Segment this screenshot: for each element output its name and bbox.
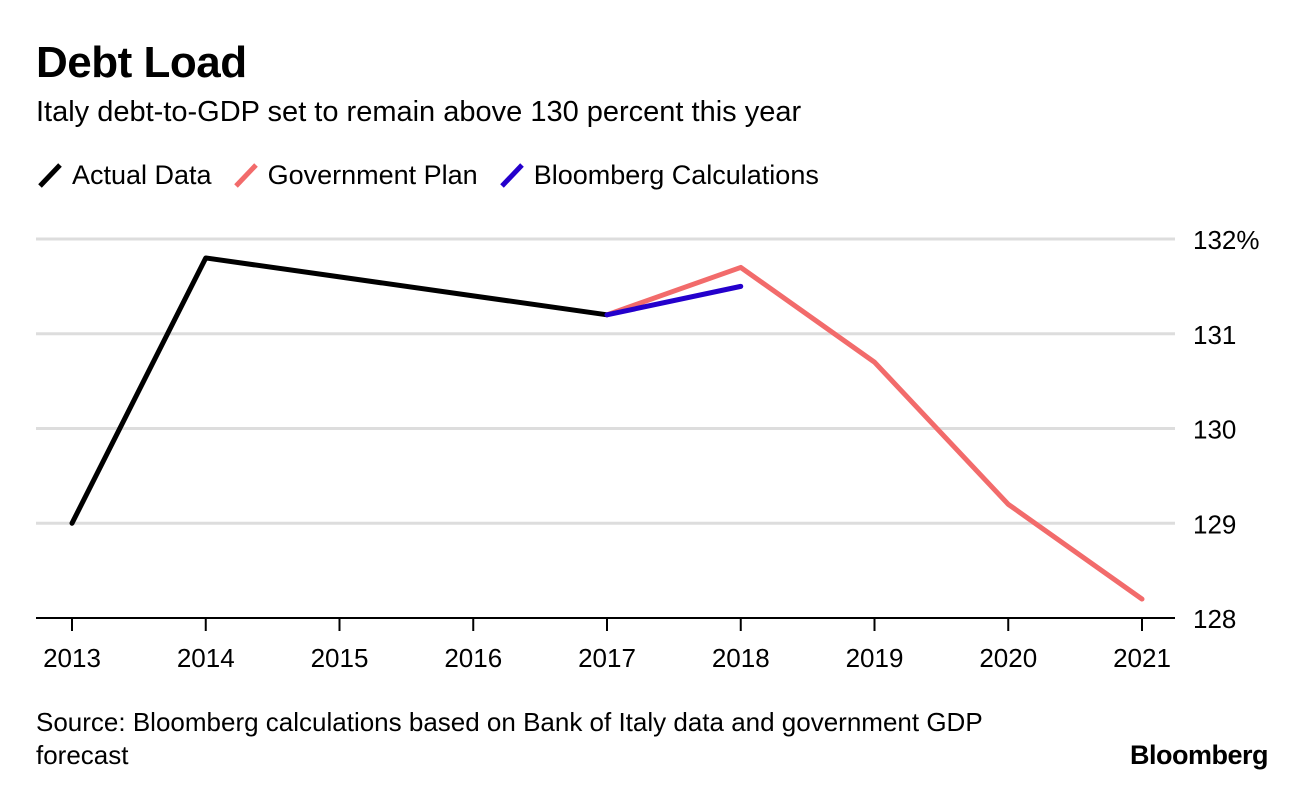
y-tick-label-130: 130: [1193, 415, 1236, 445]
chart-title: Debt Load: [36, 38, 247, 87]
series-line-bloomberg-calculations: [604, 283, 744, 318]
y-tick-label-129: 129: [1193, 509, 1236, 539]
series-lines: [69, 255, 1145, 602]
x-tick-label-2018: 2018: [712, 643, 770, 673]
x-tick-label-2013: 2013: [43, 643, 101, 673]
y-tick-label-132: 132%: [1193, 225, 1260, 255]
source-note: Source: Bloomberg calculations based on …: [36, 707, 983, 770]
legend-swatch-government-plan: [233, 163, 258, 188]
chart-subtitle: Italy debt-to-GDP set to remain above 13…: [36, 96, 802, 128]
legend-label-bloomberg-calculations: Bloomberg Calculations: [533, 159, 819, 190]
series-line-government-plan: [604, 264, 1145, 602]
legend-item-bloomberg-calculations: Bloomberg Calculations: [498, 160, 819, 191]
x-tick-label-2017: 2017: [578, 643, 636, 673]
y-tick-label-131: 131: [1193, 320, 1236, 350]
x-tick-label-2020: 2020: [979, 643, 1037, 673]
x-tick-label-2016: 2016: [444, 643, 502, 673]
x-tick-label-2015: 2015: [311, 643, 369, 673]
legend-label-actual-data: Actual Data: [72, 159, 212, 190]
legend: Actual Data Government Plan Bloomberg Ca…: [36, 157, 819, 193]
x-tick-label-2021: 2021: [1113, 643, 1171, 673]
legend-label-government-plan: Government Plan: [267, 159, 478, 190]
legend-item-government-plan: Government Plan: [232, 160, 478, 191]
bloomberg-logo: Bloomberg: [1129, 740, 1269, 770]
y-tick-label-128: 128: [1193, 604, 1236, 634]
x-tick-label-2019: 2019: [846, 643, 904, 673]
series-line-actual-data: [69, 255, 610, 526]
legend-swatch-bloomberg-calculations: [499, 163, 524, 188]
x-axis-labels: 2013 2014 2015 2016 2017 2018 2019 2020 2021: [43, 618, 1171, 673]
legend-swatch-actual-data: [38, 163, 62, 188]
gridlines: [36, 237, 1175, 525]
legend-item-actual-data: Actual Data: [36, 160, 212, 191]
y-axis-labels: 128 129 130 131 132%: [1193, 225, 1260, 634]
x-tick-label-2014: 2014: [177, 643, 235, 673]
